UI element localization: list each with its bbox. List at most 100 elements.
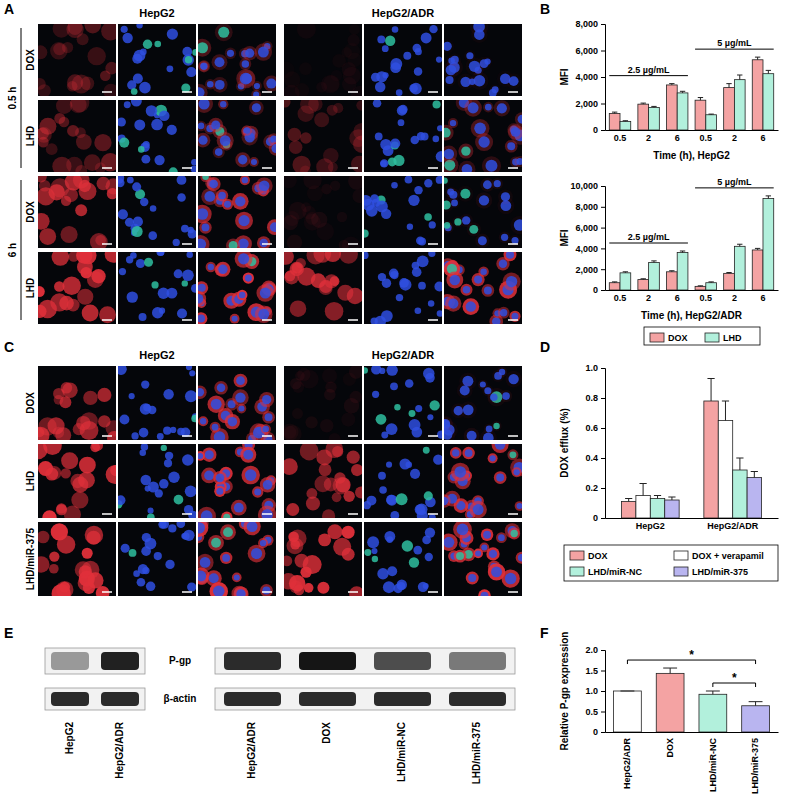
cell-nucleus — [495, 444, 506, 450]
cell-red — [38, 84, 51, 96]
cell-red — [38, 444, 47, 459]
cell-nucleus — [198, 315, 205, 323]
cell-nucleus — [140, 49, 147, 56]
bar — [666, 85, 677, 130]
cell-nucleus — [518, 115, 522, 124]
image-panel — [118, 22, 199, 96]
cell-red — [220, 552, 232, 564]
cell-red — [212, 54, 228, 70]
scale-bar — [262, 91, 272, 93]
cell-red — [217, 132, 234, 149]
x-axis: 0.5260.526 — [606, 290, 779, 303]
cell-red — [287, 234, 303, 248]
panel-letter: C — [4, 339, 14, 355]
x-axis-line — [606, 130, 779, 131]
cell-nucleus — [465, 449, 473, 457]
cell-nucleus — [474, 276, 482, 284]
image-background — [38, 522, 116, 596]
image-panel — [33, 246, 121, 324]
scale-bar — [508, 435, 518, 437]
cell-nucleus — [131, 432, 138, 439]
bar — [733, 470, 747, 518]
cell-nucleus — [189, 370, 195, 376]
lane-label: DOX — [321, 722, 332, 744]
cell-nucleus — [238, 155, 247, 164]
scale-bar — [348, 91, 358, 93]
blot-row-label: P-gp — [169, 655, 191, 666]
cell-red — [483, 57, 493, 67]
cell-nucleus — [182, 280, 188, 286]
cell-nucleus — [215, 148, 223, 156]
cell-nucleus — [143, 40, 152, 49]
y-tick-label: 2,000 — [575, 99, 598, 109]
cell-nucleus — [469, 225, 478, 234]
image-panel — [361, 250, 445, 327]
y-axis: 00.20.40.60.81.0 — [585, 363, 605, 523]
cell-red — [478, 380, 488, 390]
legend-swatch — [705, 333, 719, 342]
y-tick-mark — [601, 732, 605, 733]
cell-nucleus — [411, 136, 419, 144]
bar — [666, 272, 677, 290]
y-axis-line — [601, 187, 606, 291]
cell-nucleus — [254, 488, 261, 495]
bar — [747, 478, 761, 519]
cell-red — [260, 584, 273, 596]
y-axis: 02,0004,0006,0008,00010,000 — [570, 181, 605, 295]
cell-red — [267, 219, 276, 235]
cell-nucleus — [261, 509, 273, 518]
blot-frame — [215, 648, 515, 674]
cell-nucleus — [252, 103, 261, 112]
y-tick-label: 0 — [593, 727, 598, 737]
cell-red — [79, 180, 91, 192]
cell-nucleus — [157, 252, 164, 256]
image-background — [118, 24, 196, 96]
image-background — [444, 176, 522, 248]
cell-red — [289, 141, 302, 154]
cell-red — [205, 79, 216, 90]
cell-nucleus — [208, 264, 214, 270]
scale-bar — [182, 591, 192, 593]
error-bar-cap — [612, 281, 617, 282]
time-label: 6 h — [7, 243, 18, 257]
cell-red — [316, 158, 333, 172]
bar — [609, 283, 620, 290]
cell-nucleus — [198, 239, 206, 248]
cell-nucleus — [133, 217, 143, 227]
cell-red — [49, 551, 59, 561]
cell-nucleus — [396, 294, 403, 301]
error-bar-cap — [755, 248, 760, 249]
column-header: HepG2 — [139, 349, 174, 361]
cell-red — [240, 176, 250, 185]
error-bar-stem — [739, 458, 740, 470]
x-axis-line — [606, 518, 779, 519]
cell-nucleus — [209, 180, 218, 189]
cell-nucleus — [158, 522, 166, 529]
cell-nucleus — [245, 49, 254, 58]
y-axis-title: DOX efflux (%) — [559, 408, 570, 477]
bar — [706, 283, 717, 290]
cell-nucleus — [184, 505, 193, 514]
legend-swatch — [570, 551, 584, 560]
cell-nucleus — [436, 56, 442, 62]
image-panel — [280, 522, 364, 601]
scale-bar — [508, 319, 518, 321]
cell-red — [235, 152, 250, 167]
cell-nucleus — [407, 224, 413, 230]
cell-nucleus — [121, 544, 130, 553]
legend-swatch — [674, 567, 688, 576]
cell-nucleus — [436, 151, 442, 162]
cell-red — [46, 143, 58, 155]
y-tick: 4,000 — [575, 72, 605, 82]
x-tick: 6 — [760, 290, 765, 303]
marks — [621, 379, 761, 519]
marks — [614, 668, 770, 732]
y-tick: 0.5 — [585, 707, 605, 717]
cell-nucleus — [234, 503, 244, 513]
cell-nucleus — [433, 100, 441, 108]
cell-red — [484, 423, 495, 434]
cell-red — [460, 401, 477, 418]
x-tick: DOX — [665, 732, 675, 758]
cell-nucleus — [433, 454, 442, 464]
cell-red — [75, 165, 87, 172]
